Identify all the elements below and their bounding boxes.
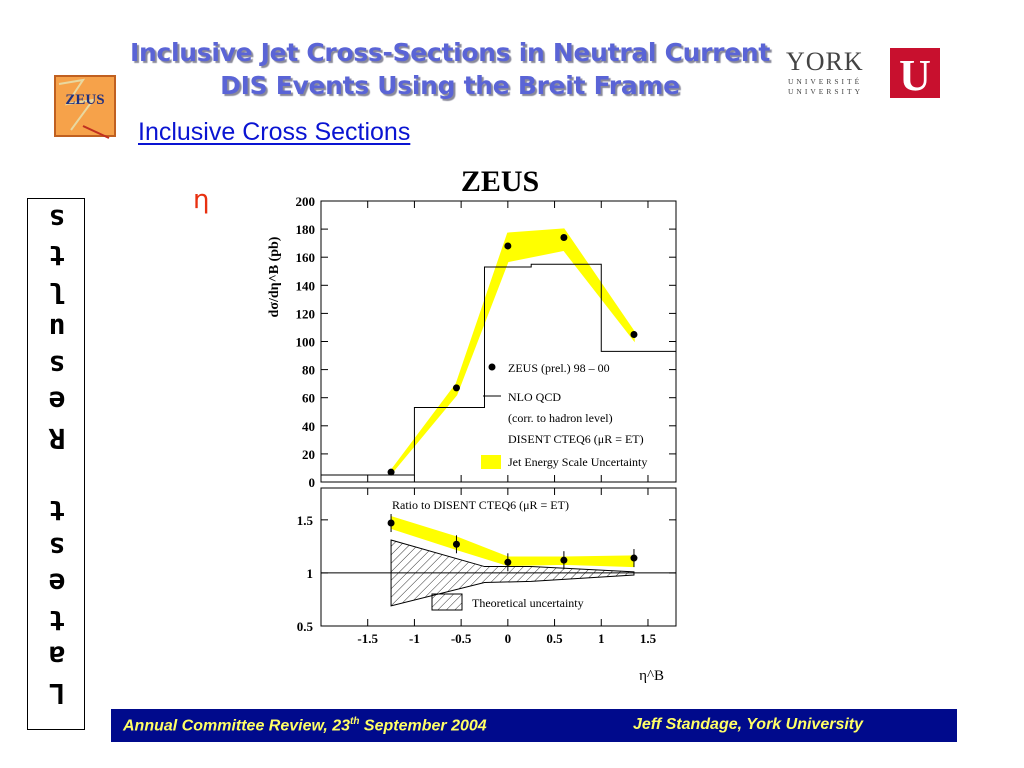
y-axis-label: dσ/dη^B (pb) <box>267 236 282 317</box>
x-tick-label: -0.5 <box>451 631 472 646</box>
ratio-point <box>560 556 568 564</box>
york-text: YORK <box>786 47 864 76</box>
zeus-logo: ZEUS <box>54 75 116 139</box>
y-tick-label: 160 <box>296 250 316 265</box>
legend-data: ZEUS (prel.) 98 – 00 <box>508 361 610 375</box>
legend-marker-theory <box>431 593 463 611</box>
vertical-letter: a <box>48 640 66 674</box>
ratio-y-tick-label: 1 <box>307 566 314 581</box>
x-tick-label: 1.5 <box>640 631 657 646</box>
plot-area: ZEUS 0 20 40 60 80 100 120 140 160 180 200 dσ/dη^B (… <box>254 157 686 694</box>
vertical-letter: s <box>48 348 66 382</box>
legend-theory: Theoretical uncertainty <box>472 596 584 610</box>
y-tick-label: 40 <box>302 419 315 434</box>
footer-left-text: Annual Committee Review, 23th September … <box>123 716 487 735</box>
vertical-letter: e <box>48 385 66 419</box>
vertical-letter: L <box>48 676 66 710</box>
x-tick-label: -1.5 <box>357 631 378 646</box>
figure-title: ZEUS <box>461 165 539 198</box>
ratio-point <box>452 540 460 548</box>
york-line-2: UNIVERSITY <box>788 87 863 96</box>
data-point <box>560 234 568 242</box>
vertical-letter: s <box>48 530 66 564</box>
ratio-panel-frame <box>320 487 677 627</box>
data-point <box>387 468 395 476</box>
ratio-point <box>630 554 638 562</box>
york-university-logo: YORK UNIVERSITÉ UNIVERSITY U <box>786 47 940 100</box>
x-tick-label: 0 <box>505 631 512 646</box>
legend-nlo: NLO QCD <box>508 390 561 404</box>
legend-band: Jet Energy Scale Uncertainty <box>508 455 647 469</box>
vertical-letter: s <box>48 203 66 236</box>
chart: ZEUS 0 20 40 60 80 100 120 140 160 180 200 dσ/dη^B (… <box>267 165 677 684</box>
y-tick-label: 180 <box>296 222 316 237</box>
vertical-letter: t <box>48 239 66 273</box>
x-tick-label: -1 <box>409 631 420 646</box>
title-line-2: DIS Events Using the Breit Frame <box>220 71 680 100</box>
title-line-1: Inclusive Jet Cross-Sections in Neutral … <box>129 38 771 67</box>
ratio-annotation: Ratio to DISENT CTEQ6 (μR = ET) <box>392 498 569 512</box>
x-axis-label: η^B <box>639 668 664 684</box>
ratio-point <box>504 558 512 566</box>
legend-marker-band <box>481 455 501 469</box>
y-tick-label: 120 <box>296 306 316 321</box>
nlo-qcd-histogram <box>321 263 676 476</box>
legend-marker-data <box>488 363 496 371</box>
data-point <box>504 242 512 250</box>
york-letter: U <box>899 51 931 100</box>
x-tick-label: 0.5 <box>546 631 563 646</box>
x-tick-label: 1 <box>598 631 605 646</box>
zeus-logo-text: ZEUS <box>65 92 104 108</box>
vertical-letter: u <box>48 312 66 346</box>
data-point <box>630 330 638 338</box>
y-tick-label: 80 <box>302 363 315 378</box>
y-tick-label: 200 <box>296 194 316 209</box>
legend-nlo-note: (corr. to hadron level) <box>508 411 613 425</box>
ratio-y-tick-label: 0.5 <box>297 619 314 634</box>
slide-subtitle: Inclusive Cross Sections <box>138 118 411 146</box>
vertical-letter: e <box>48 567 66 601</box>
ratio-point <box>387 519 395 527</box>
y-tick-label: 60 <box>302 391 315 406</box>
legend-disent: DISENT CTEQ6 (μR = ET) <box>508 432 644 446</box>
y-tick-label: 20 <box>302 447 315 462</box>
york-line-1: UNIVERSITÉ <box>788 76 862 86</box>
slide-title: Inclusive Jet Cross-Sections in Neutral … <box>120 36 780 102</box>
jet-energy-scale-band <box>390 228 635 476</box>
eta-symbol: η <box>193 185 210 215</box>
data-point <box>452 384 460 392</box>
vertical-letter: t <box>48 603 66 637</box>
y-tick-label: 100 <box>296 335 316 350</box>
footer-bar: Annual Committee Review, 23th September … <box>111 709 957 742</box>
vertical-letter: R <box>48 421 66 455</box>
vertical-letter: l <box>48 275 66 309</box>
vertical-letter: t <box>48 494 66 528</box>
ratio-y-tick-label: 1.5 <box>297 513 314 528</box>
footer-right-text: Jeff Standage, York University <box>633 716 864 733</box>
y-tick-label: 140 <box>296 278 316 293</box>
y-tick-label: 0 <box>309 475 316 490</box>
